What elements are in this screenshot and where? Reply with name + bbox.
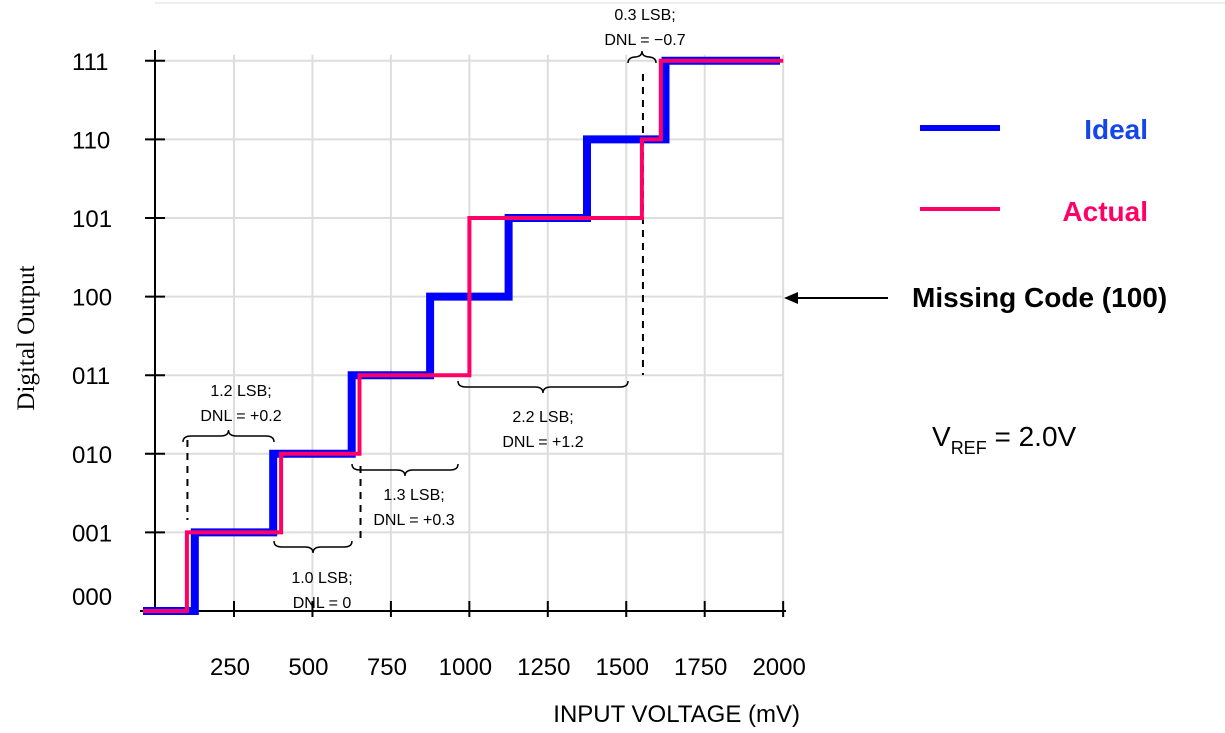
- y-tick-label-0: 000: [72, 584, 112, 611]
- y-tick-label-7: 111: [72, 49, 108, 76]
- annotation-4-line1: 0.3 LSB;: [614, 7, 675, 24]
- x-axis-label: INPUT VOLTAGE (mV): [553, 701, 800, 728]
- annotation-2-line1: 1.3 LSB;: [383, 487, 444, 504]
- brace-4: [627, 50, 657, 64]
- annotation-0-line1: 1.2 LSB;: [210, 383, 271, 400]
- x-tick-label-6: 1750: [674, 654, 727, 681]
- brace-3: [457, 380, 629, 394]
- axes: [140, 50, 786, 617]
- brace-annotations: 1.2 LSB; DNL = +0.2 1.0 LSB; DNL = 0 1.3 LSB…: [182, 7, 686, 612]
- brace-1: [273, 540, 353, 554]
- x-tick-label-7: 2000: [752, 654, 805, 681]
- x-tick-label-5: 1500: [596, 654, 649, 681]
- series-line-actual: [143, 58, 784, 613]
- y-tick-label-4: 100: [72, 285, 112, 312]
- brace-2: [351, 463, 459, 477]
- y-tick-label-2: 010: [72, 442, 112, 469]
- reference-dashed-lines: [186, 74, 644, 540]
- x-tick-label-4: 1250: [517, 654, 570, 681]
- series-line-ideal: [143, 56, 780, 615]
- x-tick-label-0: 250: [210, 654, 250, 681]
- x-tick-labels: 250 500 750 1000 1250 1500 1750 2000: [210, 654, 806, 681]
- annotation-4-line2: DNL = −0.7: [604, 32, 685, 49]
- brace-0: [182, 429, 275, 443]
- x-tick-label-1: 500: [288, 654, 328, 681]
- series-lines: [143, 56, 784, 615]
- annotation-0-line2: DNL = +0.2: [200, 408, 281, 425]
- legend-actual-label: Actual: [1062, 196, 1148, 227]
- y-tick-label-1: 001: [72, 520, 112, 547]
- grid: [148, 2, 1225, 611]
- annotation-1-line1: 1.0 LSB;: [291, 570, 352, 587]
- y-tick-label-3: 011: [72, 363, 110, 390]
- annotation-2-line2: DNL = +0.3: [373, 512, 454, 529]
- x-tick-label-2: 750: [367, 654, 407, 681]
- y-tick-labels: 000 001 010 011 100 101 110 111: [72, 49, 112, 611]
- y-axis-label: Digital Output: [13, 265, 40, 410]
- y-tick-label-6: 110: [72, 127, 110, 154]
- y-tick-label-5: 101: [72, 206, 112, 233]
- annotation-1-line2: DNL = 0: [293, 595, 352, 612]
- missing-code-label: Missing Code (100): [912, 282, 1167, 313]
- annotation-3-line1: 2.2 LSB;: [512, 409, 573, 426]
- annotation-3-line2: DNL = +1.2: [502, 434, 583, 451]
- missing-code-arrowhead: [784, 292, 798, 304]
- x-tick-label-3: 1000: [439, 654, 492, 681]
- legend-ideal-label: Ideal: [1084, 114, 1148, 145]
- vref-label: VREF = 2.0V: [932, 421, 1077, 458]
